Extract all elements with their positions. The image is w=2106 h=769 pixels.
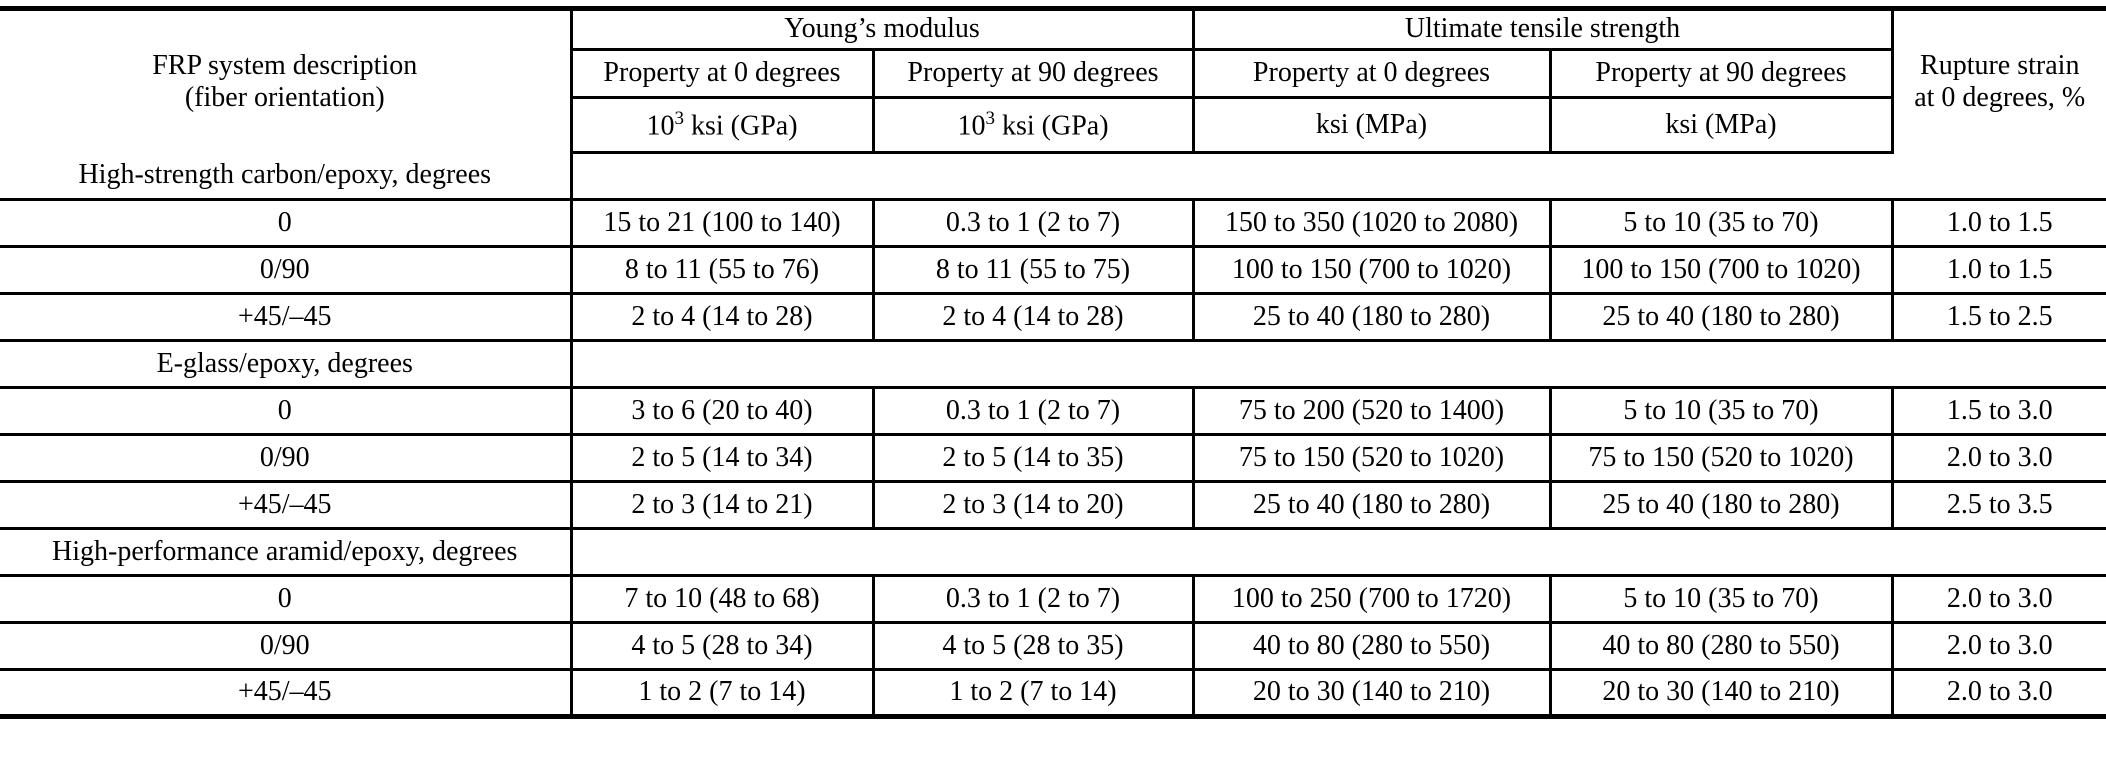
cell-uts-90deg: 75 to 150 (520 to 1020) (1550, 434, 1894, 483)
section-header-spacer (571, 152, 2106, 201)
rupture-strain-header-line1: Rupture strain (1920, 49, 2080, 81)
cell-ym-0deg: 8 to 11 (55 to 76) (571, 246, 875, 295)
cell-uts-0deg: 150 to 350 (1020 to 2080) (1193, 199, 1552, 248)
units-ym-90deg: 103 ksi (GPa) (873, 97, 1195, 154)
exponent: 3 (985, 107, 995, 129)
subheader-uts-0deg: Property at 0 degrees (1193, 49, 1552, 99)
table-row: 0/90 8 to 11 (55 to 76) 8 to 11 (55 to 7… (0, 246, 2106, 295)
table-row: 0/90 4 to 5 (28 to 34) 4 to 5 (28 to 35)… (0, 622, 2106, 671)
cell-rupture-strain: 1.5 to 3.0 (1892, 387, 2106, 436)
row-label-orientation: 0/90 (0, 434, 573, 483)
group-header-youngs-modulus: Young’s modulus (571, 8, 1195, 51)
cell-uts-0deg: 100 to 150 (700 to 1020) (1193, 246, 1552, 295)
cell-uts-0deg: 40 to 80 (280 to 550) (1193, 622, 1552, 671)
table-row: 0 7 to 10 (48 to 68) 0.3 to 1 (2 to 7) 1… (0, 575, 2106, 624)
cell-uts-90deg: 5 to 10 (35 to 70) (1550, 387, 1894, 436)
cell-rupture-strain: 1.0 to 1.5 (1892, 246, 2106, 295)
cell-ym-90deg: 8 to 11 (55 to 75) (873, 246, 1195, 295)
cell-rupture-strain: 2.0 to 3.0 (1892, 622, 2106, 671)
row-label-orientation: +45/–45 (0, 293, 573, 342)
section-header-row-aramid: High-performance aramid/epoxy, degrees (0, 528, 2106, 577)
cell-ym-90deg: 2 to 4 (14 to 28) (873, 293, 1195, 342)
cell-ym-90deg: 4 to 5 (28 to 35) (873, 622, 1195, 671)
row-label-orientation: 0 (0, 199, 573, 248)
cell-uts-90deg: 5 to 10 (35 to 70) (1550, 575, 1894, 624)
subheader-ym-90deg: Property at 90 degrees (873, 49, 1195, 99)
cell-ym-0deg: 15 to 21 (100 to 140) (571, 199, 875, 248)
cell-uts-0deg: 25 to 40 (180 to 280) (1193, 481, 1552, 530)
frp-properties-table: FRP system description (fiber orientatio… (0, 6, 2106, 719)
table-row: 0 15 to 21 (100 to 140) 0.3 to 1 (2 to 7… (0, 199, 2106, 248)
cell-uts-90deg: 40 to 80 (280 to 550) (1550, 622, 1894, 671)
section-label: High-performance aramid/epoxy, degrees (0, 528, 573, 577)
section-label: E-glass/epoxy, degrees (0, 340, 573, 389)
group-header-ultimate-tensile-strength: Ultimate tensile strength (1193, 8, 1894, 51)
cell-uts-90deg: 5 to 10 (35 to 70) (1550, 199, 1894, 248)
row-label-orientation: 0 (0, 387, 573, 436)
rupture-strain-header-line2: at 0 degrees, % (1914, 81, 2086, 113)
table-row: +45/–45 1 to 2 (7 to 14) 1 to 2 (7 to 14… (0, 669, 2106, 718)
units-uts-0deg: ksi (MPa) (1193, 97, 1552, 154)
cell-ym-0deg: 2 to 4 (14 to 28) (571, 293, 875, 342)
cell-ym-90deg: 0.3 to 1 (2 to 7) (873, 575, 1195, 624)
row-label-orientation: 0/90 (0, 622, 573, 671)
units-ym-0deg: 103 ksi (GPa) (571, 97, 875, 154)
row-label-orientation: +45/–45 (0, 481, 573, 530)
exponent: 3 (674, 107, 684, 129)
header-row-units: 103 ksi (GPa) 103 ksi (GPa) ksi (MPa) ks… (0, 97, 2106, 154)
cell-ym-0deg: 4 to 5 (28 to 34) (571, 622, 875, 671)
cell-rupture-strain: 2.5 to 3.5 (1892, 481, 2106, 530)
cell-ym-0deg: 7 to 10 (48 to 68) (571, 575, 875, 624)
section-header-spacer (571, 340, 2106, 389)
cell-ym-0deg: 2 to 3 (14 to 21) (571, 481, 875, 530)
cell-rupture-strain: 2.0 to 3.0 (1892, 434, 2106, 483)
table-row: +45/–45 2 to 3 (14 to 21) 2 to 3 (14 to … (0, 481, 2106, 530)
section-header-row-eglass: E-glass/epoxy, degrees (0, 340, 2106, 389)
description-header-line1: FRP system description (152, 49, 418, 81)
cell-rupture-strain: 1.5 to 2.5 (1892, 293, 2106, 342)
description-header-line2: (fiber orientation) (184, 81, 385, 113)
cell-rupture-strain: 2.0 to 3.0 (1892, 575, 2106, 624)
cell-rupture-strain: 1.0 to 1.5 (1892, 199, 2106, 248)
cell-uts-90deg: 25 to 40 (180 to 280) (1550, 481, 1894, 530)
row-label-orientation: +45/–45 (0, 669, 573, 718)
subheader-ym-0deg: Property at 0 degrees (571, 49, 875, 99)
row-label-orientation: 0/90 (0, 246, 573, 295)
header-row-groups: FRP system description (fiber orientatio… (0, 8, 2106, 153)
description-header-cell: FRP system description (fiber orientatio… (0, 8, 573, 153)
units-uts-90deg: ksi (MPa) (1550, 97, 1894, 154)
cell-ym-0deg: 2 to 5 (14 to 34) (571, 434, 875, 483)
cell-uts-0deg: 20 to 30 (140 to 210) (1193, 669, 1552, 718)
cell-ym-0deg: 1 to 2 (7 to 14) (571, 669, 875, 718)
section-header-row-carbon: High-strength carbon/epoxy, degrees (0, 152, 2106, 201)
table-row: +45/–45 2 to 4 (14 to 28) 2 to 4 (14 to … (0, 293, 2106, 342)
cell-ym-90deg: 2 to 3 (14 to 20) (873, 481, 1195, 530)
table-row: 0 3 to 6 (20 to 40) 0.3 to 1 (2 to 7) 75… (0, 387, 2106, 436)
cell-ym-0deg: 3 to 6 (20 to 40) (571, 387, 875, 436)
cell-uts-0deg: 100 to 250 (700 to 1720) (1193, 575, 1552, 624)
row-label-orientation: 0 (0, 575, 573, 624)
cell-uts-0deg: 75 to 200 (520 to 1400) (1193, 387, 1552, 436)
cell-ym-90deg: 2 to 5 (14 to 35) (873, 434, 1195, 483)
rupture-strain-header-cell: Rupture strain at 0 degrees, % (1892, 9, 2106, 153)
cell-ym-90deg: 0.3 to 1 (2 to 7) (873, 387, 1195, 436)
table-row: 0/90 2 to 5 (14 to 34) 2 to 5 (14 to 35)… (0, 434, 2106, 483)
cell-rupture-strain: 2.0 to 3.0 (1892, 669, 2106, 718)
cell-uts-90deg: 100 to 150 (700 to 1020) (1550, 246, 1894, 295)
cell-uts-0deg: 75 to 150 (520 to 1020) (1193, 434, 1552, 483)
section-header-spacer (571, 528, 2106, 577)
subheader-uts-90deg: Property at 90 degrees (1550, 49, 1894, 99)
section-label: High-strength carbon/epoxy, degrees (0, 152, 573, 201)
cell-uts-90deg: 25 to 40 (180 to 280) (1550, 293, 1894, 342)
cell-ym-90deg: 0.3 to 1 (2 to 7) (873, 199, 1195, 248)
cell-uts-90deg: 20 to 30 (140 to 210) (1550, 669, 1894, 718)
cell-ym-90deg: 1 to 2 (7 to 14) (873, 669, 1195, 718)
cell-uts-0deg: 25 to 40 (180 to 280) (1193, 293, 1552, 342)
header-row-subheaders: Property at 0 degrees Property at 90 deg… (0, 49, 2106, 99)
